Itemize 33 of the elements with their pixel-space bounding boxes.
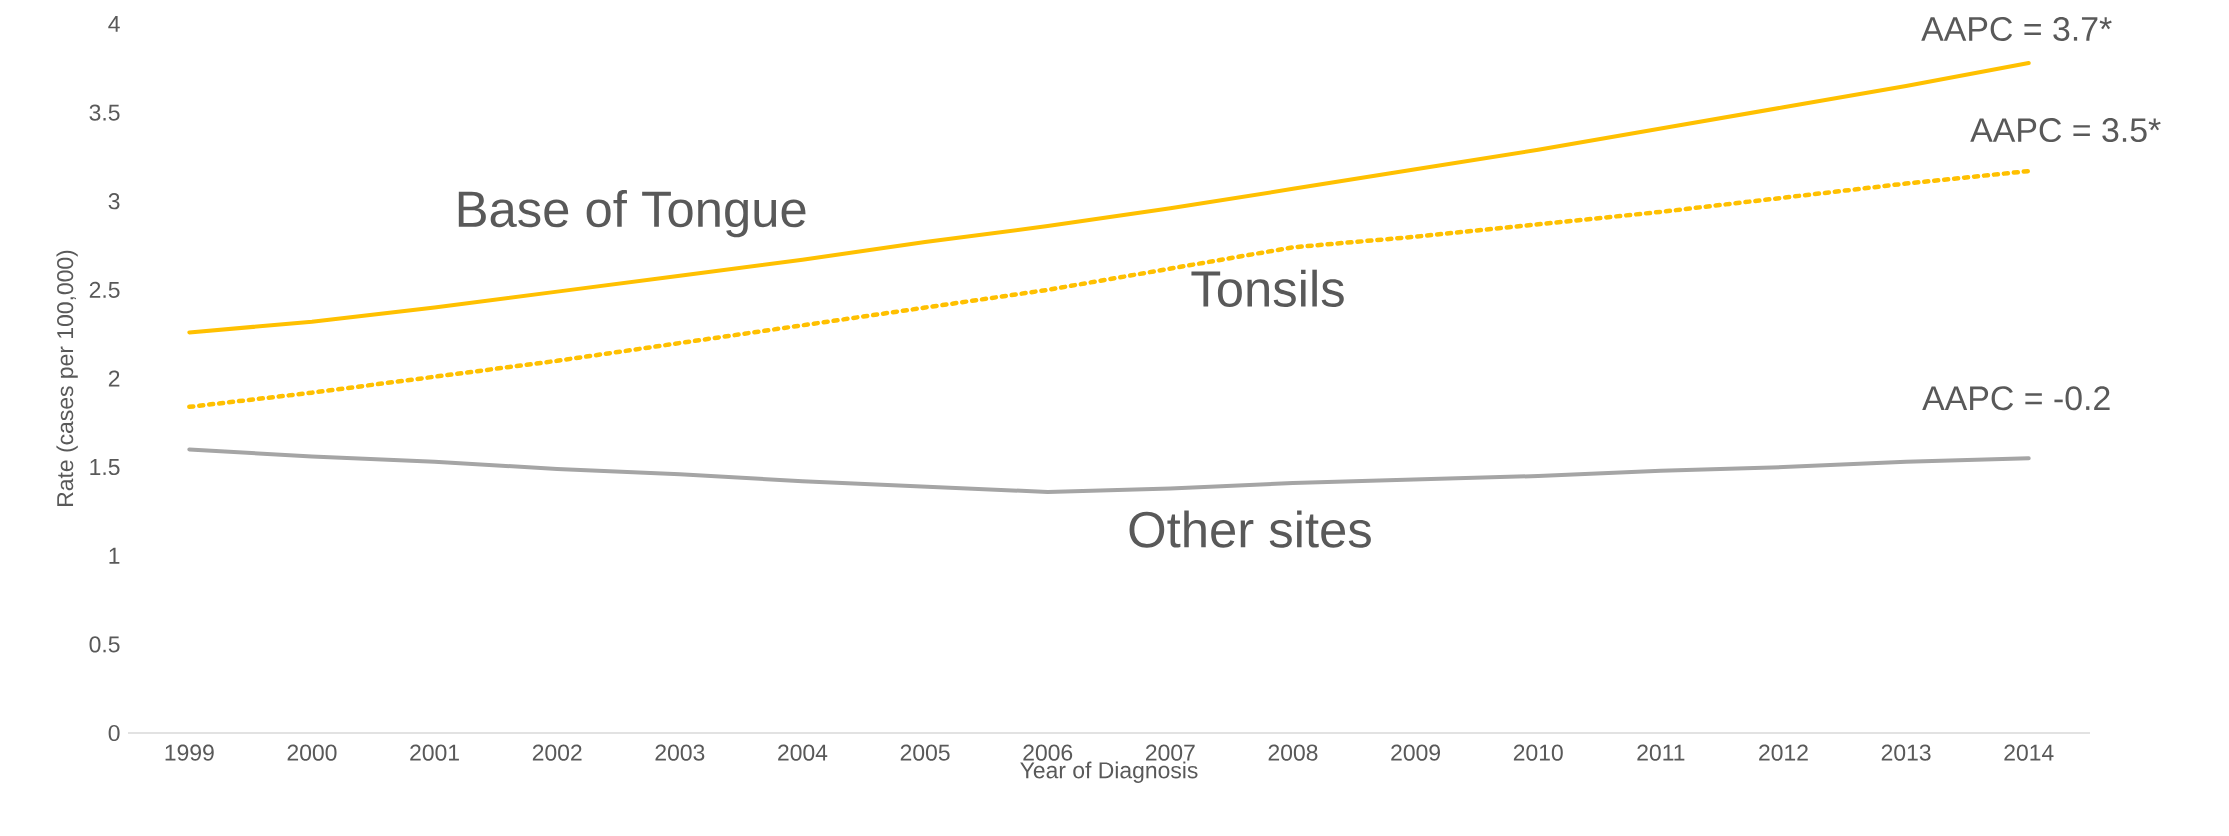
x-tick-label: 1999	[165, 744, 214, 761]
y-axis-title: Rate (cases per 100,000)	[56, 250, 78, 506]
x-tick-label: 2011	[1637, 744, 1685, 761]
series-label: Base of Tongue	[458, 189, 806, 238]
x-tick-label: 2007	[1146, 744, 1195, 761]
annotation: AAPC = 3.7*	[1921, 16, 2112, 41]
y-tick-label: 3.5	[89, 104, 120, 121]
x-tick-label: 2006	[1023, 744, 1073, 761]
x-tick-label: 2004	[778, 744, 828, 761]
annotation: AAPC = 3.5*	[1970, 118, 2161, 143]
series-label: Tonsils	[1191, 269, 1344, 307]
y-tick-label: 0	[108, 724, 120, 742]
y-tick-label: 1	[109, 547, 120, 564]
x-tick-label: 2003	[655, 744, 705, 761]
annotation: AAPC = -0.2	[1922, 386, 2110, 411]
y-tick-label: 3	[108, 193, 120, 210]
x-tick-label: 2014	[2004, 744, 2054, 761]
x-tick-label: 2002	[532, 744, 582, 761]
series-label: Other sites	[1129, 510, 1371, 548]
y-tick-label: 2.5	[89, 281, 120, 298]
y-tick-label: 1.5	[90, 459, 120, 476]
x-tick-label: 2000	[287, 744, 337, 761]
y-tick-label: 4	[108, 16, 120, 32]
x-tick-label: 2009	[1391, 744, 1440, 761]
y-tick-label: 2	[108, 370, 120, 387]
y-tick-label: 0.5	[89, 636, 120, 653]
x-tick-label: 2010	[1513, 744, 1563, 761]
x-tick-label: 2008	[1268, 744, 1318, 761]
x-tick-label: 2001	[410, 744, 459, 761]
x-tick-label: 2013	[1881, 744, 1931, 761]
x-tick-label: 2005	[900, 744, 950, 761]
x-axis-title: Year of Diagnosis	[1020, 761, 1198, 783]
x-tick-label: 2012	[1759, 744, 1808, 761]
